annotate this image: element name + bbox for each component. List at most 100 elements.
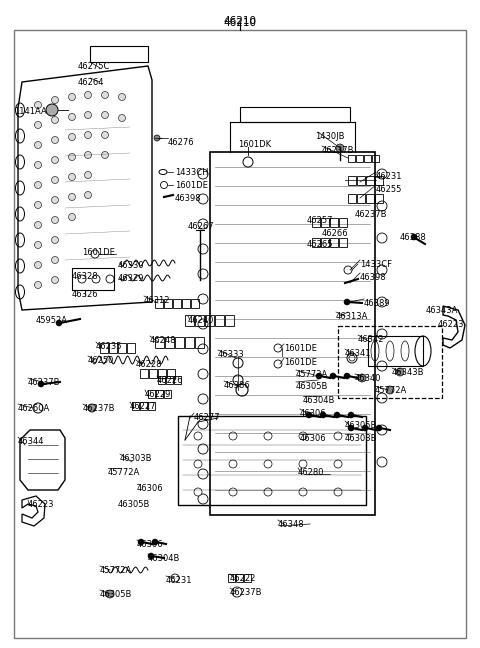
Bar — [185, 337, 194, 348]
Bar — [225, 315, 234, 326]
Bar — [364, 155, 371, 162]
Bar — [149, 369, 157, 378]
Circle shape — [69, 93, 75, 100]
Bar — [140, 402, 147, 410]
Bar — [140, 369, 148, 378]
Text: 46237B: 46237B — [322, 146, 355, 155]
Bar — [205, 315, 214, 326]
Text: 46250: 46250 — [88, 356, 114, 365]
Circle shape — [84, 111, 92, 119]
Circle shape — [101, 132, 108, 139]
Text: 46340: 46340 — [355, 374, 382, 383]
Text: 1141AA: 1141AA — [14, 107, 47, 116]
Text: 46305B: 46305B — [100, 590, 132, 599]
Circle shape — [69, 154, 75, 161]
Circle shape — [51, 216, 59, 224]
Bar — [375, 194, 383, 203]
Bar — [210, 152, 375, 515]
Circle shape — [51, 196, 59, 203]
Text: 46231: 46231 — [166, 576, 192, 585]
Circle shape — [334, 412, 340, 418]
Circle shape — [69, 194, 75, 200]
Bar — [348, 176, 356, 185]
Bar — [215, 315, 224, 326]
Circle shape — [334, 460, 342, 468]
Text: 46328: 46328 — [72, 272, 98, 281]
Circle shape — [264, 460, 272, 468]
Bar — [357, 176, 365, 185]
Bar — [366, 194, 374, 203]
Bar — [173, 299, 181, 308]
Text: 46237B: 46237B — [355, 210, 387, 219]
Text: 46248: 46248 — [150, 336, 177, 345]
Bar — [148, 402, 155, 410]
Bar — [321, 238, 329, 247]
Text: 1601DK: 1601DK — [238, 140, 271, 149]
Text: 45772A: 45772A — [100, 566, 132, 575]
Bar — [158, 376, 165, 384]
Text: 46226: 46226 — [157, 376, 183, 385]
Text: 46237B: 46237B — [230, 588, 263, 597]
Text: 1601DE: 1601DE — [82, 248, 115, 257]
Circle shape — [84, 91, 92, 98]
Text: 46222: 46222 — [230, 574, 256, 583]
Bar — [321, 218, 329, 227]
Bar — [191, 299, 199, 308]
Circle shape — [35, 181, 41, 189]
Circle shape — [194, 432, 202, 440]
Text: 46264: 46264 — [78, 78, 105, 87]
Text: 1433CH: 1433CH — [175, 168, 208, 177]
Circle shape — [35, 102, 41, 108]
Text: 46257: 46257 — [307, 216, 334, 225]
Circle shape — [358, 374, 366, 382]
Text: 46306: 46306 — [300, 434, 326, 443]
Text: 46303B: 46303B — [120, 454, 153, 463]
Text: 46280: 46280 — [298, 468, 324, 477]
Text: 45772A: 45772A — [296, 370, 328, 379]
Circle shape — [84, 152, 92, 159]
Circle shape — [119, 93, 125, 100]
Text: 1430JB: 1430JB — [315, 132, 345, 141]
Bar — [175, 337, 184, 348]
Circle shape — [88, 404, 96, 412]
Text: 46228: 46228 — [136, 360, 163, 369]
Bar — [132, 402, 139, 410]
Bar — [366, 176, 374, 185]
Circle shape — [154, 135, 160, 141]
Text: 46210: 46210 — [224, 16, 256, 26]
Bar — [339, 218, 347, 227]
Text: 46306: 46306 — [137, 484, 164, 493]
Bar — [228, 574, 235, 582]
Circle shape — [396, 368, 404, 376]
Text: 1601DE: 1601DE — [284, 344, 317, 353]
Bar — [240, 107, 350, 122]
Text: 46341: 46341 — [345, 349, 372, 358]
Circle shape — [119, 115, 125, 122]
Text: 46348: 46348 — [278, 520, 305, 529]
Text: 46342: 46342 — [358, 335, 384, 344]
Bar — [72, 268, 114, 290]
Circle shape — [101, 111, 108, 119]
Text: 46276: 46276 — [168, 138, 194, 147]
Circle shape — [229, 432, 237, 440]
Bar — [339, 238, 347, 247]
Text: 46343B: 46343B — [392, 368, 424, 377]
Bar — [156, 390, 163, 398]
Text: 46389: 46389 — [364, 299, 391, 308]
Text: 45772A: 45772A — [375, 386, 407, 395]
Text: 46305B: 46305B — [345, 421, 377, 430]
Circle shape — [348, 425, 354, 431]
Circle shape — [138, 539, 144, 545]
Circle shape — [38, 381, 44, 387]
Circle shape — [299, 460, 307, 468]
Bar — [164, 299, 172, 308]
Text: 46275C: 46275C — [78, 62, 110, 71]
Circle shape — [35, 262, 41, 268]
Text: 46255: 46255 — [376, 185, 402, 194]
Bar — [312, 218, 320, 227]
Circle shape — [51, 157, 59, 163]
Bar — [368, 336, 423, 366]
Text: 46237B: 46237B — [83, 404, 116, 413]
Bar — [178, 416, 366, 505]
Bar — [185, 315, 194, 326]
